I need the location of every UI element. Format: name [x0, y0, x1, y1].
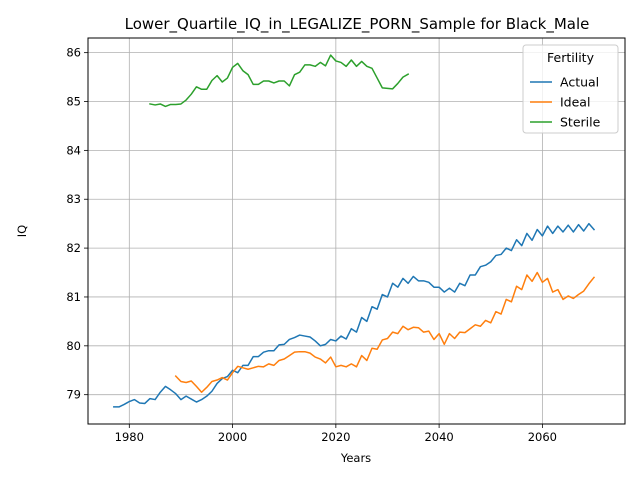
axis-ticks: 1980 2000 2020 2040 2060 79 80 81 82 83 84 85 86: [66, 46, 557, 444]
x-tick-label: 2000: [218, 430, 247, 444]
series-line-actual: [113, 222, 596, 408]
x-tick-label: 2060: [528, 430, 557, 444]
series-line-ideal: [174, 271, 596, 393]
x-axis-label: Years: [340, 451, 371, 465]
legend-label-ideal: Ideal: [560, 95, 590, 110]
x-tick-label: 2040: [424, 430, 453, 444]
y-tick-label: 82: [66, 241, 81, 255]
series-line-sterile: [149, 54, 410, 108]
legend-label-sterile: Sterile: [560, 115, 601, 130]
y-tick-label: 81: [66, 290, 81, 304]
y-tick-label: 85: [66, 95, 81, 109]
x-tick-label: 2020: [321, 430, 350, 444]
x-tick-label: 1980: [115, 430, 144, 444]
chart-title: Lower_Quartile_IQ_in_LEGALIZE_PORN_Sampl…: [125, 15, 590, 34]
grid: [88, 38, 625, 424]
legend-box: [522, 44, 619, 134]
y-tick-label: 84: [66, 143, 81, 157]
series-lines: [113, 54, 596, 408]
legend-entries: Actual Ideal Sterile: [530, 75, 601, 130]
legend-title: Fertility: [547, 50, 595, 65]
y-tick-label: 79: [66, 388, 81, 402]
y-axis-label: IQ: [15, 225, 29, 237]
legend: Fertility Actual Ideal Sterile: [522, 44, 619, 134]
y-tick-label: 80: [66, 339, 81, 353]
y-tick-label: 86: [66, 46, 81, 60]
y-tick-label: 83: [66, 192, 81, 206]
legend-label-actual: Actual: [560, 75, 599, 90]
plot-frame: [87, 37, 626, 425]
